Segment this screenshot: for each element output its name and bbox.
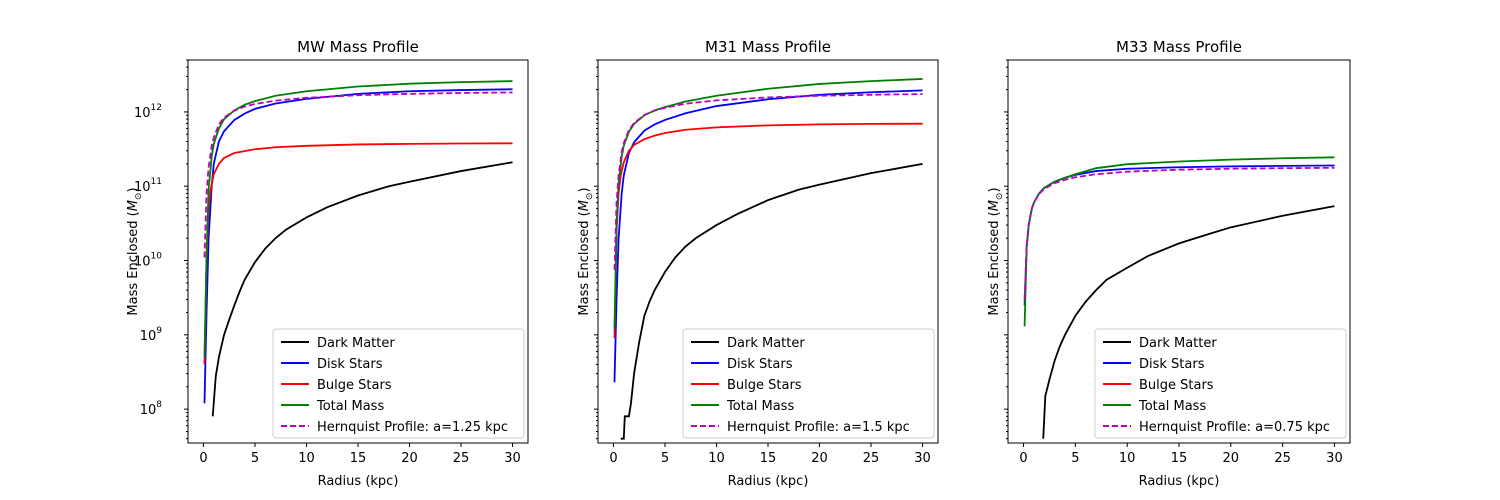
y-tick-base: 10 <box>140 329 157 344</box>
y-tick-base: 10 <box>134 255 151 270</box>
legend-label: Bulge Stars <box>727 378 802 393</box>
y-tick-exponent: 9 <box>156 326 162 336</box>
y-axis-label: Mass Enclosed (M⊙) <box>987 187 1005 315</box>
y-tick-exponent: 12 <box>151 103 162 113</box>
legend-label: Disk Stars <box>1139 357 1205 372</box>
x-tick-label: 25 <box>863 451 880 466</box>
legend-label: Bulge Stars <box>317 378 392 393</box>
y-tick-base: 10 <box>134 180 151 195</box>
series-line-disk-stars <box>1023 164 1335 306</box>
legend-label: Disk Stars <box>317 357 383 372</box>
legend-box <box>682 328 935 439</box>
x-tick-label: 0 <box>609 451 617 466</box>
x-tick-label: 15 <box>760 451 777 466</box>
y-tick-label: 1012 <box>134 103 162 121</box>
legend: Dark Matter Disk Stars Bulge Stars Total Ma… <box>1094 328 1347 439</box>
chart-title: M31 Mass Profile <box>705 38 831 56</box>
legend-label: Dark Matter <box>727 336 805 351</box>
legend-label: Hernquist Profile: a=0.75 kpc <box>1139 420 1330 435</box>
x-axis-label: Radius (kpc) <box>318 474 399 489</box>
x-tick-label: 10 <box>708 451 725 466</box>
series-line-disk-stars <box>613 89 923 383</box>
y-axis-label-close: ) <box>987 187 1002 192</box>
y-axis-label-sub: ⊙ <box>995 193 1005 201</box>
series-line-dark-matter <box>1042 205 1335 439</box>
legend-label: Disk Stars <box>727 357 793 372</box>
x-axis-label: Radius (kpc) <box>728 474 809 489</box>
y-axis-label-sub: ⊙ <box>585 193 595 201</box>
y-axis-label-main: Mass Enclosed ( <box>126 211 141 315</box>
series-line-dark-matter <box>620 162 923 440</box>
y-axis-label-symbol: M <box>987 200 1002 211</box>
series-line-dark-matter <box>211 161 513 417</box>
legend-label: Total Mass <box>316 399 384 414</box>
y-tick-base: 10 <box>134 106 151 121</box>
x-tick-label: 20 <box>1223 451 1240 466</box>
series-line-disk-stars <box>203 88 513 404</box>
x-axis-label: Radius (kpc) <box>1139 474 1220 489</box>
legend-label: Total Mass <box>726 399 794 414</box>
x-tick-label: 30 <box>914 451 931 466</box>
series-line-bulge-stars <box>203 142 513 365</box>
x-tick-label: 10 <box>298 451 315 466</box>
y-axis-label-close: ) <box>126 187 141 192</box>
legend: Dark Matter Disk Stars Bulge Stars Total Ma… <box>682 328 935 439</box>
series-line-bulge-stars <box>613 122 923 339</box>
x-tick-label: 20 <box>811 451 828 466</box>
x-tick-label: 30 <box>1326 451 1343 466</box>
y-axis-label-symbol: M <box>577 200 592 211</box>
series-line-total-mass <box>613 78 923 329</box>
series-line-hernquist-profile-a-1-25-kpc <box>203 91 513 258</box>
y-axis-label-sub: ⊙ <box>134 193 144 201</box>
x-tick-label: 15 <box>1171 451 1188 466</box>
y-tick-label: 1010 <box>134 252 162 270</box>
x-tick-label: 10 <box>1119 451 1136 466</box>
x-tick-label: 25 <box>1274 451 1291 466</box>
legend-label: Hernquist Profile: a=1.5 kpc <box>727 420 910 435</box>
x-tick-label: 15 <box>350 451 367 466</box>
y-axis-label-main: Mass Enclosed ( <box>577 211 592 315</box>
legend-label: Hernquist Profile: a=1.25 kpc <box>317 420 508 435</box>
y-axis-label-symbol: M <box>126 200 141 211</box>
x-tick-label: 0 <box>1019 451 1027 466</box>
series-line-total-mass <box>203 80 513 358</box>
y-axis-label-close: ) <box>577 187 592 192</box>
legend-label: Bulge Stars <box>1139 378 1214 393</box>
x-tick-label: 20 <box>401 451 418 466</box>
chart-title: M33 Mass Profile <box>1116 38 1242 56</box>
x-tick-label: 25 <box>453 451 470 466</box>
series-line-total-mass <box>1023 156 1335 327</box>
x-tick-label: 0 <box>199 451 207 466</box>
series-line-hernquist-profile-a-0-75-kpc <box>1023 166 1335 300</box>
legend-box <box>272 328 525 439</box>
x-tick-label: 30 <box>504 451 521 466</box>
legend-label: Dark Matter <box>317 336 395 351</box>
y-tick-label: 1011 <box>134 177 162 195</box>
x-tick-label: 5 <box>1071 451 1079 466</box>
legend-label: Total Mass <box>1138 399 1206 414</box>
y-tick-exponent: 8 <box>156 400 162 410</box>
y-tick-exponent: 10 <box>151 252 163 262</box>
y-axis-label: Mass Enclosed (M⊙) <box>577 187 595 315</box>
chart-panel-1: 0 5 10 15 20 25 30 M31 Mass Profile Radius (kpc)… <box>577 38 939 489</box>
legend-label: Dark Matter <box>1139 336 1217 351</box>
y-tick-exponent: 11 <box>151 177 162 187</box>
y-axis-label-main: Mass Enclosed ( <box>987 211 1002 315</box>
chart-title: MW Mass Profile <box>297 38 419 56</box>
x-tick-label: 5 <box>251 451 259 466</box>
legend: Dark Matter Disk Stars Bulge Stars Total Ma… <box>272 328 525 439</box>
y-tick-label: 109 <box>140 326 163 344</box>
y-tick-base: 10 <box>140 403 157 418</box>
series-line-hernquist-profile-a-1-5-kpc <box>613 93 923 270</box>
legend-box <box>1094 328 1347 439</box>
chart-panel-2: 0 5 10 15 20 25 30 M33 Mass Profile Radius (kpc)… <box>987 38 1351 489</box>
y-axis-label: Mass Enclosed (M⊙) <box>126 187 144 315</box>
y-tick-label: 108 <box>140 400 163 418</box>
x-tick-label: 5 <box>661 451 669 466</box>
